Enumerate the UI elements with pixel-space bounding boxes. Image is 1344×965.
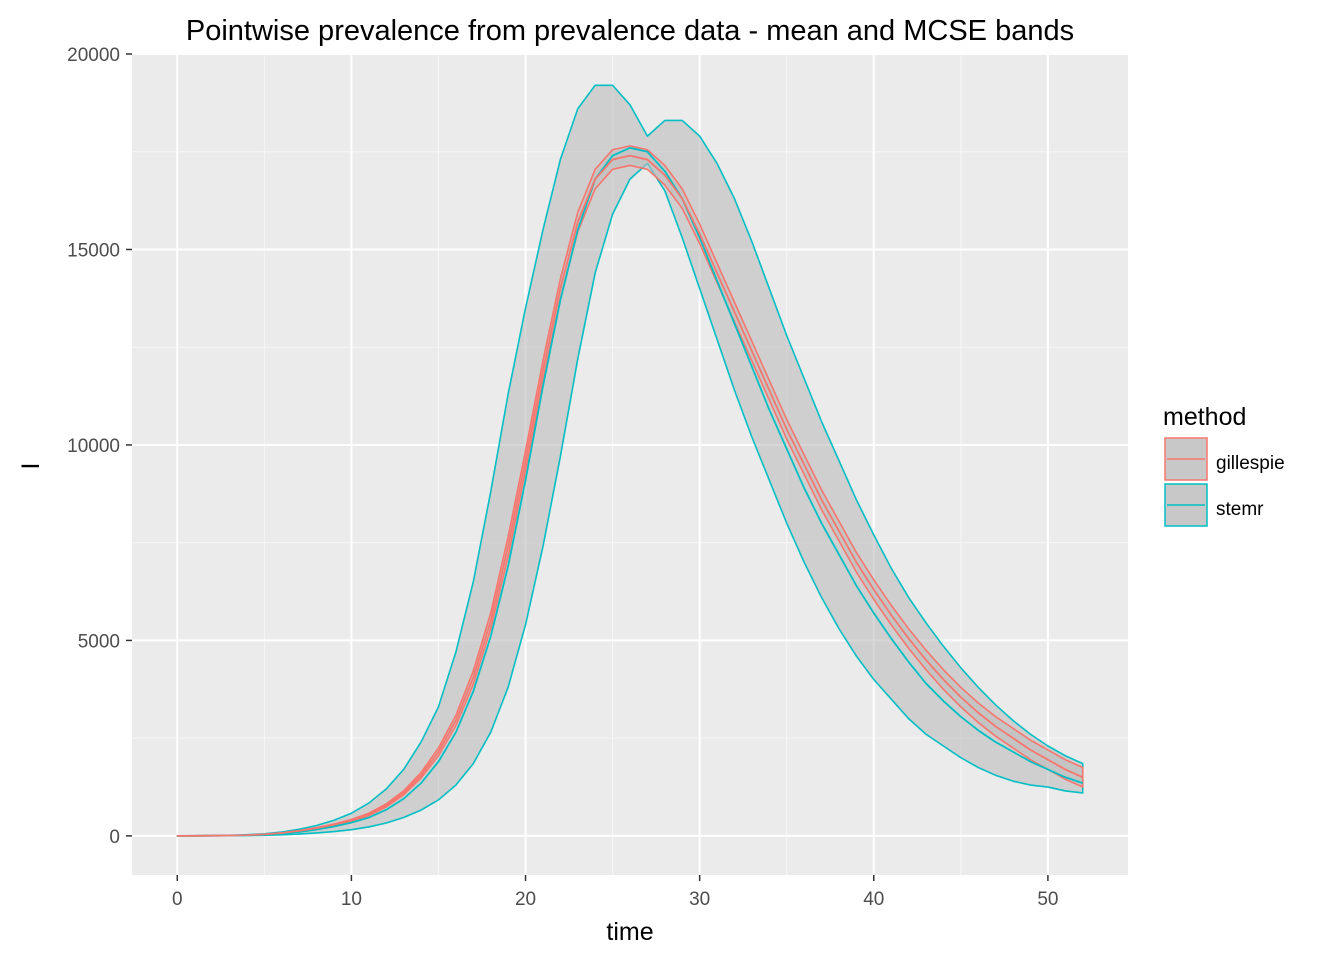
y-tick-label: 15000 bbox=[67, 240, 120, 261]
legend-item-stemr: stemr bbox=[1164, 483, 1264, 527]
mcse-bands bbox=[176, 84, 1084, 837]
y-tick-label: 0 bbox=[109, 827, 120, 848]
chart-title: Pointwise prevalence from prevalence dat… bbox=[186, 15, 1074, 47]
mean-line-gillespie bbox=[177, 154, 1084, 837]
minor-gridlines bbox=[132, 54, 1128, 875]
legend: method gillespie stemr bbox=[1163, 403, 1285, 527]
x-tick-label: 0 bbox=[172, 889, 183, 910]
y-axis-title: I bbox=[17, 463, 45, 470]
legend-label-stemr: stemr bbox=[1216, 499, 1264, 520]
legend-title: method bbox=[1163, 403, 1246, 431]
x-tick-label: 30 bbox=[689, 889, 710, 910]
axes: 0 10 20 30 40 50 0 5000 10000 15000 20000 bbox=[67, 45, 1058, 910]
x-axis-title: time bbox=[606, 918, 653, 946]
x-tick-label: 50 bbox=[1037, 889, 1058, 910]
band-gillespie bbox=[176, 145, 1084, 837]
mean-lines bbox=[177, 146, 1084, 837]
x-tick-label: 40 bbox=[863, 889, 884, 910]
y-tick-label: 10000 bbox=[67, 436, 120, 457]
y-tick-label: 5000 bbox=[78, 631, 120, 652]
mean-line-stemr bbox=[177, 146, 1084, 837]
legend-item-gillespie: gillespie bbox=[1164, 437, 1285, 481]
x-tick-label: 20 bbox=[515, 889, 536, 910]
y-tick-label: 20000 bbox=[67, 45, 120, 66]
legend-label-gillespie: gillespie bbox=[1216, 453, 1285, 474]
x-tick-label: 10 bbox=[341, 889, 362, 910]
